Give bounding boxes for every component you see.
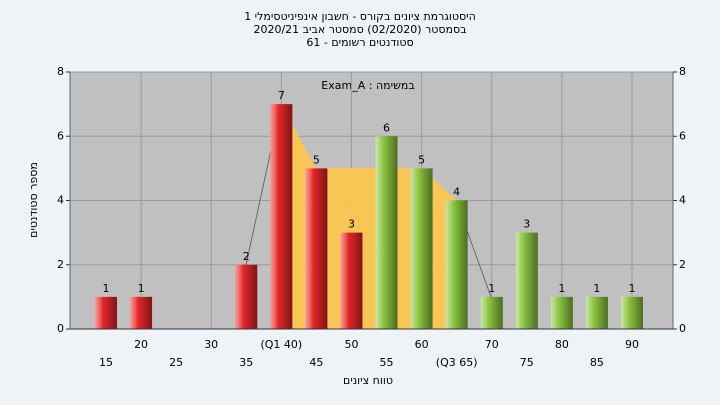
data-label: 2 <box>243 250 250 263</box>
x-axis-label: טווח ציונים <box>343 374 393 387</box>
data-label: 1 <box>593 282 600 295</box>
data-label: 4 <box>453 186 460 199</box>
data-label: 1 <box>138 282 145 295</box>
x-tick-label: 70 <box>485 338 499 351</box>
bar <box>130 296 153 329</box>
x-tick-label: 25 <box>169 356 183 369</box>
x-tick-label: 55 <box>380 356 394 369</box>
x-tick-label: 45 <box>309 356 323 369</box>
data-label: 6 <box>383 121 390 134</box>
bar <box>375 136 398 329</box>
y-tick-label: 6 <box>57 129 64 142</box>
chart-title: היסטוגרמת ציונים בקורס - חשבון אינפיניטס… <box>244 10 476 23</box>
y2-tick-label: 4 <box>679 194 686 207</box>
bar <box>95 296 117 329</box>
bar <box>445 200 468 329</box>
data-label: 1 <box>488 282 495 295</box>
data-label: 3 <box>523 218 530 231</box>
x-tick-label: (Q1 40) <box>260 338 302 351</box>
x-tick-label: 60 <box>415 338 429 351</box>
bar <box>515 232 538 329</box>
bar <box>550 296 573 329</box>
chart-subtitle: בסמסטר (02/2020) סמסטר אביב 2020/21 <box>253 23 466 36</box>
data-label: 5 <box>418 153 425 166</box>
y-tick-label: 4 <box>57 194 64 207</box>
x-tick-label: 75 <box>520 356 534 369</box>
y2-tick-label: 8 <box>679 65 686 78</box>
bar <box>621 296 643 329</box>
x-tick-label: 20 <box>134 338 148 351</box>
data-label: 1 <box>629 282 636 295</box>
y2-tick-label: 0 <box>679 322 686 335</box>
y2-tick-label: 6 <box>679 129 686 142</box>
data-label: 1 <box>558 282 565 295</box>
x-tick-label: 85 <box>590 356 604 369</box>
y2-tick-label: 2 <box>679 258 686 271</box>
chart-subtitle: סטודנטים רשומים - 61 <box>306 36 413 49</box>
bar <box>340 232 363 329</box>
x-tick-label: 90 <box>625 338 639 351</box>
x-tick-label: 35 <box>239 356 253 369</box>
y-axis-label: מספר סטודנטים <box>27 162 40 238</box>
data-label: 1 <box>103 282 110 295</box>
x-tick-label: 30 <box>204 338 218 351</box>
x-tick-label: 15 <box>99 356 113 369</box>
data-label: 3 <box>348 218 355 231</box>
y-tick-label: 8 <box>57 65 64 78</box>
bar <box>235 264 258 329</box>
y-tick-label: 0 <box>57 322 64 335</box>
x-tick-label: 80 <box>555 338 569 351</box>
bar <box>305 168 328 329</box>
annotation: במשימה : Exam_A <box>321 79 414 92</box>
x-tick-label: 50 <box>344 338 358 351</box>
bar <box>480 296 503 329</box>
bar <box>270 104 293 329</box>
data-label: 7 <box>278 89 285 102</box>
y-tick-label: 2 <box>57 258 64 271</box>
data-label: 5 <box>313 153 320 166</box>
x-tick-label: (Q3 65) <box>436 356 478 369</box>
bar <box>410 168 433 329</box>
bar <box>585 296 608 329</box>
